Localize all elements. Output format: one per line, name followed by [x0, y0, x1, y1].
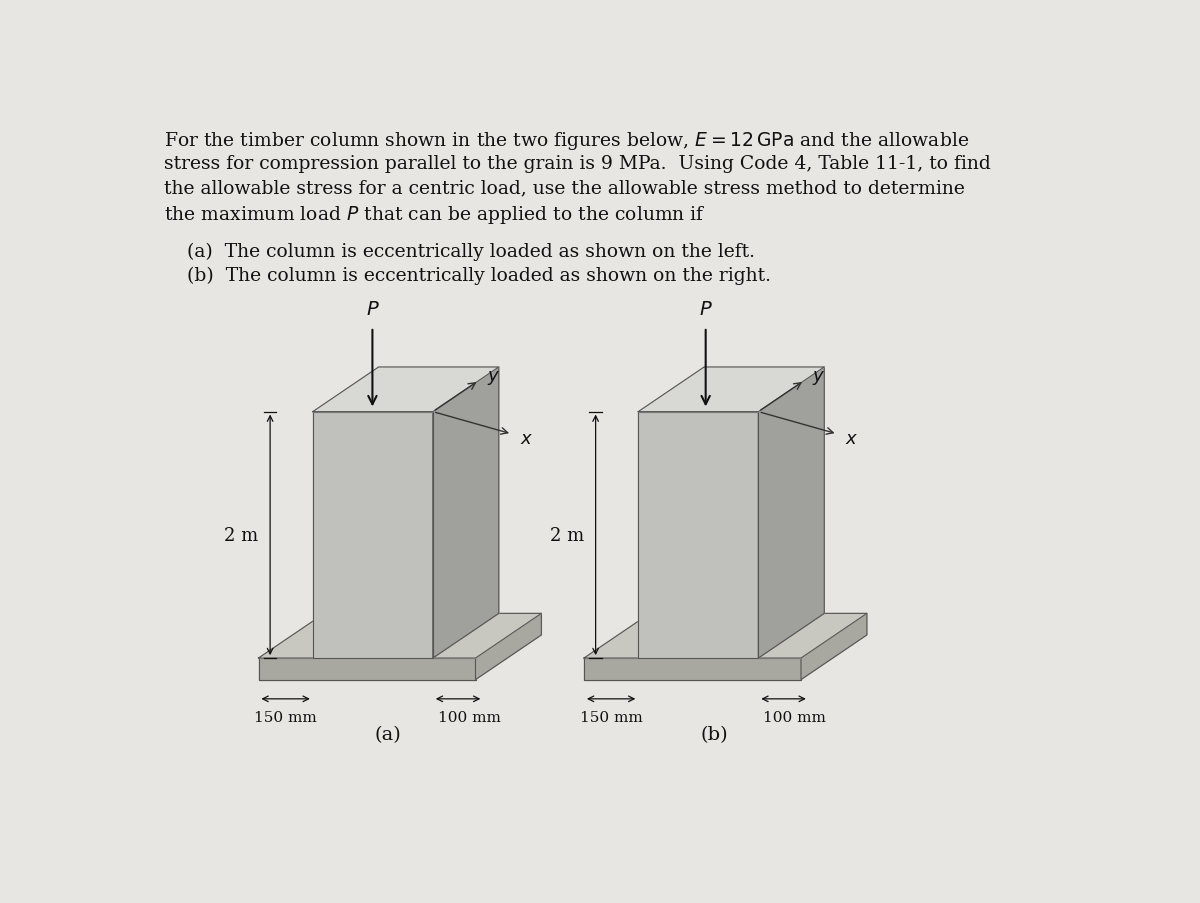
- Polygon shape: [258, 614, 541, 658]
- Polygon shape: [802, 614, 866, 680]
- Polygon shape: [258, 658, 475, 680]
- Text: $x$: $x$: [520, 429, 533, 447]
- Text: (a)  The column is eccentrically loaded as shown on the left.: (a) The column is eccentrically loaded a…: [187, 242, 755, 260]
- Text: (b): (b): [700, 725, 727, 743]
- Text: $P$: $P$: [366, 301, 379, 319]
- Polygon shape: [313, 368, 499, 412]
- Polygon shape: [638, 368, 824, 412]
- Text: (b)  The column is eccentrically loaded as shown on the right.: (b) The column is eccentrically loaded a…: [187, 266, 772, 285]
- Text: 100 mm: 100 mm: [763, 710, 827, 724]
- Polygon shape: [433, 368, 499, 658]
- Polygon shape: [313, 412, 433, 658]
- Text: (a): (a): [374, 725, 402, 743]
- Text: 150 mm: 150 mm: [254, 710, 317, 724]
- Polygon shape: [758, 368, 824, 658]
- Text: $y$: $y$: [812, 368, 826, 386]
- Text: 2 m: 2 m: [224, 526, 258, 545]
- Text: 150 mm: 150 mm: [580, 710, 642, 724]
- Text: the maximum load $P$ that can be applied to the column if: the maximum load $P$ that can be applied…: [164, 204, 706, 226]
- Polygon shape: [584, 658, 802, 680]
- Text: stress for compression parallel to the grain is 9 MPa.  Using Code 4, Table 11-1: stress for compression parallel to the g…: [164, 154, 991, 172]
- Text: 100 mm: 100 mm: [438, 710, 500, 724]
- Text: $y$: $y$: [487, 368, 500, 386]
- Text: $x$: $x$: [845, 429, 858, 447]
- Polygon shape: [638, 412, 758, 658]
- Text: the allowable stress for a centric load, use the allowable stress method to dete: the allowable stress for a centric load,…: [164, 179, 965, 197]
- Text: 2 m: 2 m: [550, 526, 584, 545]
- Text: For the timber column shown in the two figures below, $E = 12\,\mathrm{GPa}$ and: For the timber column shown in the two f…: [164, 130, 970, 152]
- Polygon shape: [475, 614, 541, 680]
- Polygon shape: [584, 614, 866, 658]
- Text: $P$: $P$: [698, 301, 713, 319]
